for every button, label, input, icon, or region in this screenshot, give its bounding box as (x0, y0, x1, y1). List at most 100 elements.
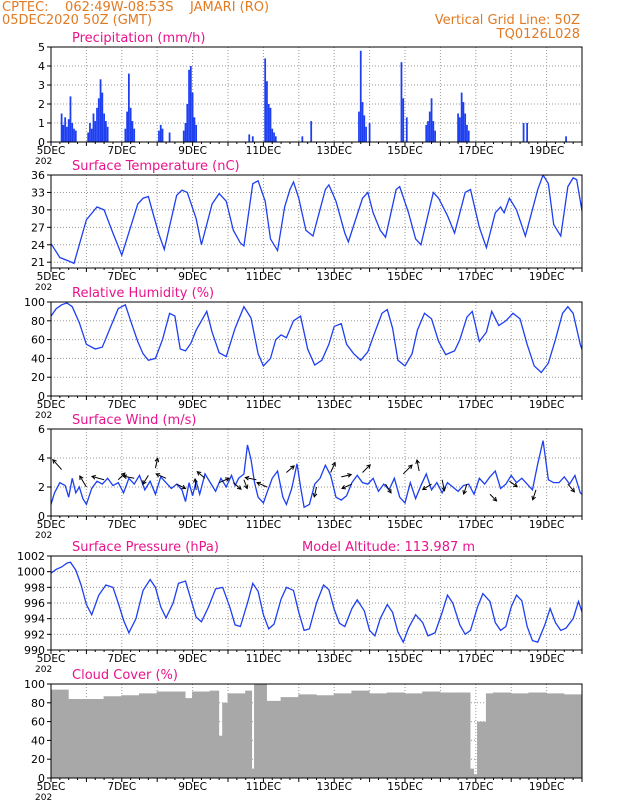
temp-ytick-label: 30 (31, 204, 45, 217)
wind-arrow (416, 459, 420, 472)
wind-arrow (117, 472, 126, 481)
precip-bar (526, 123, 529, 142)
wind-panel: 0 2 4 6 5DEC 7DEC 9DEC 11DEC 13DEC 15DEC 17DEC 19DE… (35, 413, 598, 541)
precip-bar (273, 132, 275, 142)
wind-arrow (586, 487, 593, 496)
wind-arrow (286, 465, 295, 473)
temp-xtick-label: 13DEC (316, 271, 351, 283)
rh-xtick-label: 9DEC (178, 399, 207, 411)
cloud-ytick-label: 0 (38, 772, 45, 785)
wind-xtick-label: 15DEC (387, 519, 422, 531)
wind-arrow (567, 483, 575, 493)
precip-bar (158, 130, 160, 142)
precip-bar (400, 62, 403, 142)
precip-bar (365, 126, 367, 142)
cloud-data (51, 684, 582, 778)
cloud-ytick-label: 80 (31, 697, 45, 710)
temp-xtick-label: 17DEC (458, 271, 493, 283)
precip-bar (62, 124, 65, 142)
pressure-xtick-label: 7DEC (107, 653, 136, 665)
pressure-xtick-label: 15DEC (387, 653, 422, 665)
wind-arrow (218, 477, 230, 484)
precip-bar (264, 58, 267, 142)
wind-ytick-label: 6 (38, 423, 45, 436)
precip-bar (191, 92, 194, 142)
wind-arrow (194, 478, 197, 490)
wind-arrow-head (312, 492, 318, 498)
pressure-ytick-label: 994 (24, 613, 45, 626)
rh-xtick-label: 19DEC (529, 399, 564, 411)
pressure-xtick-label: 11DEC (246, 653, 281, 665)
precip-bar (103, 113, 105, 142)
precip-bar (462, 102, 465, 142)
precip-bar (427, 121, 429, 142)
precip-bar (457, 113, 459, 142)
precip-bar (368, 123, 371, 142)
temp-year-label: 202 (35, 283, 52, 293)
precip-bar (310, 121, 313, 142)
header-grid-note: Vertical Grid Line: 50Z (434, 13, 580, 28)
precip-bar (126, 111, 128, 142)
precip-bar (428, 111, 431, 142)
wind-arrow-head (154, 457, 160, 463)
pressure-line (51, 561, 582, 644)
precip-title: Precipitation (mm/h) (72, 31, 205, 46)
wind-arrow-head (90, 475, 97, 480)
wind-arrow-head (244, 475, 250, 481)
precip-bar (460, 92, 463, 142)
temp-xtick-label: 11DEC (246, 271, 281, 283)
precip-bar (184, 123, 187, 142)
precip-xtick-label: 11DEC (246, 145, 281, 157)
wind-arrow (79, 475, 87, 488)
wind-arrow-head (341, 485, 347, 490)
pressure-xtick-label: 17DEC (458, 653, 493, 665)
wind-arrow (588, 477, 598, 481)
temp-xtick-label: 5DEC (37, 271, 66, 283)
rh-panel: 0 20 40 60 80 100 5DEC 7DEC 9DEC 11DEC 13DEC 15DEC 1… (24, 286, 583, 421)
wind-arrow (155, 473, 167, 479)
precip-xtick-label: 15DEC (387, 145, 422, 157)
precip-bar (271, 128, 274, 142)
wind-xtick-label: 7DEC (107, 519, 136, 531)
pressure-xtick-label: 19DEC (529, 653, 564, 665)
cloud-ytick-label: 100 (24, 678, 45, 691)
wind-arrow-head (492, 496, 498, 502)
rh-xtick-label: 7DEC (107, 399, 136, 411)
temp-ytick-label: 36 (31, 169, 45, 182)
precip-bar (363, 115, 366, 142)
precip-xtick-label: 9DEC (178, 145, 207, 157)
temp-panel: 21 24 27 30 33 36 5DEC 7DEC 9DEC 11DEC 13DEC 15DEC 1… (31, 159, 583, 293)
pressure-ytick-label: 992 (24, 628, 45, 641)
wind-arrow (441, 479, 445, 491)
wind-arrow-head (366, 464, 371, 469)
precip-bar (64, 117, 67, 142)
precip-xtick-label: 13DEC (316, 145, 351, 157)
wind-arrow-head (196, 471, 202, 476)
rh-xtick-label: 5DEC (37, 399, 66, 411)
precip-bar (466, 124, 468, 142)
wind-arrow-head (155, 473, 161, 478)
cloud-xtick-label: 7DEC (107, 781, 136, 793)
wind-arrow (243, 479, 248, 489)
wind-arrow (245, 477, 257, 481)
precip-xtick-label: 19DEC (529, 145, 564, 157)
pressure-xtick-label: 5DEC (37, 653, 66, 665)
rh-title: Relative Humidity (%) (72, 286, 214, 301)
wind-arrow-head (79, 475, 84, 481)
precip-xtick-label: 17DEC (458, 145, 493, 157)
cloud-year-label: 202 (35, 793, 52, 800)
wind-arrow (142, 475, 149, 485)
pressure-ytick-label: 1002 (17, 550, 45, 563)
rh-frame (50, 301, 583, 397)
precip-bar (106, 126, 109, 142)
precip-bar (248, 134, 251, 142)
wind-xtick-label: 19DEC (529, 519, 564, 531)
header-station: CPTEC: 062:49W-08:53S JAMARI (RO) (2, 0, 270, 15)
temp-data (51, 175, 582, 265)
pressure-xtick-label: 13DEC (316, 653, 351, 665)
wind-arrow-head (531, 495, 536, 501)
temp-ytick-label: 27 (31, 221, 45, 234)
cloud-xtick-label: 11DEC (246, 781, 281, 793)
temp-ytick-label: 24 (31, 239, 45, 252)
